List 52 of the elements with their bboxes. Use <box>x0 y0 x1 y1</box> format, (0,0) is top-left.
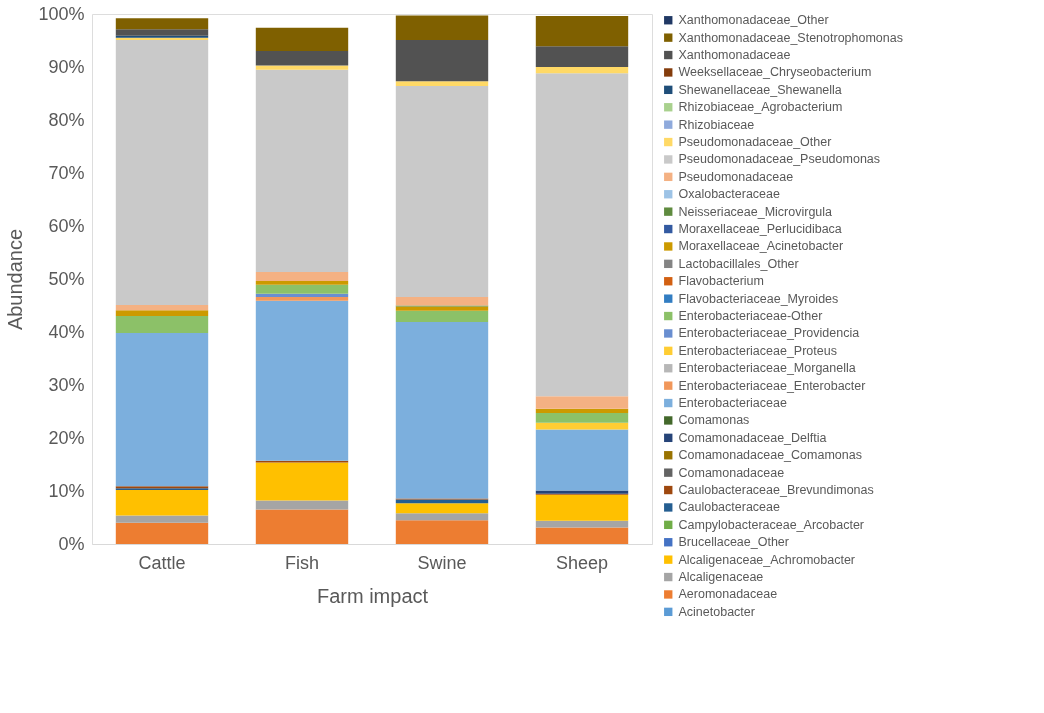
legend-label: Moraxellaceae_Perlucidibaca <box>678 222 842 237</box>
legend-label: Shewanellaceae_Shewanella <box>678 82 842 97</box>
legend-label: Xanthomonadaceae_Other <box>678 13 829 28</box>
legend-label: Rhizobiaceae <box>678 117 755 132</box>
x-tick-label: Cattle <box>138 552 186 573</box>
legend-label: Pseudomonadaceae_Pseudomonas <box>678 152 881 167</box>
legend-label: Pseudomonadaceae <box>678 169 794 184</box>
y-tick-label: 0% <box>58 533 85 554</box>
y-tick-label: 90% <box>48 56 85 77</box>
legend-label: Weeksellaceae_Chryseobacterium <box>678 65 872 80</box>
legend-label: Enterobacteriaceae_Providencia <box>678 326 860 341</box>
legend-label: Comamonadaceae_Delftia <box>678 430 827 445</box>
legend-label: Aeromonadaceae <box>678 587 778 602</box>
legend-label: Xanthomonadaceae_Stenotrophomonas <box>678 30 903 45</box>
y-axis-title: Abundance <box>4 228 27 331</box>
y-tick-label: 70% <box>48 162 85 183</box>
legend-label: Caulobacteraceae_Brevundimonas <box>678 483 874 498</box>
legend-label: Enterobacteriaceae-Other <box>678 309 823 324</box>
x-axis-title: Farm impact <box>316 584 429 607</box>
x-tick-label: Sheep <box>555 552 609 573</box>
legend-label: Moraxellaceae_Acinetobacter <box>678 239 844 254</box>
y-tick-label: 60% <box>48 215 85 236</box>
y-tick-label: 10% <box>48 480 85 501</box>
legend-label: Enterobacteriaceae <box>678 396 787 411</box>
legend-label: Acinetobacter <box>678 604 755 619</box>
legend-label: Alcaligenaceae <box>678 570 764 585</box>
legend-label: Comamonadaceae <box>678 465 785 480</box>
legend-label: Flavobacterium <box>678 274 764 289</box>
legend-label: Caulobacteraceae <box>678 500 781 515</box>
legend-label: Xanthomonadaceae <box>678 48 791 63</box>
legend-label: Enterobacteriaceae_Proteus <box>678 343 837 358</box>
x-tick-label: Fish <box>284 552 320 573</box>
y-tick-label: 50% <box>48 268 85 289</box>
legend-label: Campylobacteraceae_Arcobacter <box>678 517 865 532</box>
legend-label: Enterobacteriaceae_Morganella <box>678 361 856 376</box>
y-tick-label: 40% <box>48 321 85 342</box>
legend-label: Enterobacteriaceae_Enterobacter <box>678 378 866 393</box>
legend-label: Neisseriaceae_Microvirgula <box>678 204 833 219</box>
legend-label: Pseudomonadaceae_Other <box>678 135 832 150</box>
legend-label: Oxalobacteraceae <box>678 187 780 202</box>
legend-label: Comamonadaceae_Comamonas <box>678 448 862 463</box>
legend-label: Brucellaceae_Other <box>678 535 789 550</box>
y-tick-label: 20% <box>48 427 85 448</box>
x-tick-label: Swine <box>417 552 467 573</box>
y-tick-label: 80% <box>48 109 85 130</box>
y-tick-label: 30% <box>48 374 85 395</box>
legend-label: Comamonas <box>678 413 750 428</box>
y-tick-label: 100% <box>38 3 85 24</box>
legend-label: Alcaligenaceae_Achromobacter <box>678 552 855 567</box>
legend-label: Flavobacteriaceae_Myroides <box>678 291 839 306</box>
legend-label: Rhizobiaceae_Agrobacterium <box>678 100 843 115</box>
legend-label: Lactobacillales_Other <box>678 256 799 271</box>
